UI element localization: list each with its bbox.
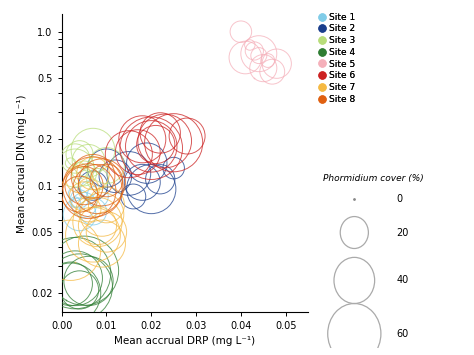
Point xyxy=(134,149,142,155)
Point xyxy=(143,160,151,166)
Point xyxy=(76,212,83,217)
Point xyxy=(111,174,119,179)
Point xyxy=(98,180,106,185)
Point xyxy=(255,51,263,56)
Legend: Site 1, Site 2, Site 3, Site 4, Site 5, Site 6, Site 7, Site 8: Site 1, Site 2, Site 3, Site 4, Site 5, … xyxy=(320,13,356,104)
Point xyxy=(76,284,83,290)
Point xyxy=(71,270,79,276)
Point xyxy=(237,29,245,34)
Point xyxy=(268,69,276,75)
Point xyxy=(138,180,146,185)
Point xyxy=(89,174,97,179)
Point xyxy=(71,165,79,171)
Point xyxy=(246,42,254,48)
Point xyxy=(138,136,146,142)
Point xyxy=(98,241,106,246)
Point xyxy=(273,61,281,66)
Text: Phormidium cover (%): Phormidium cover (%) xyxy=(323,174,424,183)
Point xyxy=(259,65,267,71)
Point xyxy=(125,171,133,176)
Point xyxy=(156,130,164,136)
Point xyxy=(98,212,106,217)
Point xyxy=(161,138,168,144)
Point xyxy=(71,156,79,162)
Point xyxy=(76,151,83,157)
Point xyxy=(76,191,83,197)
Point xyxy=(94,223,101,228)
Point xyxy=(251,48,258,54)
Point xyxy=(94,193,101,199)
Point xyxy=(170,165,177,171)
Point xyxy=(89,232,97,237)
Point xyxy=(76,287,83,293)
Point xyxy=(85,207,92,212)
Text: 40: 40 xyxy=(397,275,409,285)
Point xyxy=(80,193,88,199)
Point xyxy=(89,147,97,153)
Point xyxy=(242,55,249,60)
Point xyxy=(67,281,74,287)
Point xyxy=(85,278,92,284)
Point xyxy=(76,176,83,182)
Point xyxy=(67,160,74,166)
Point xyxy=(76,168,83,174)
Y-axis label: Mean accrual DIN (mg L⁻¹): Mean accrual DIN (mg L⁻¹) xyxy=(17,94,27,233)
Point xyxy=(152,142,160,147)
Point xyxy=(264,58,272,63)
Point xyxy=(103,229,110,235)
Point xyxy=(71,275,79,281)
Point xyxy=(71,200,79,205)
Point xyxy=(89,171,97,176)
Point xyxy=(183,133,191,139)
Text: 20: 20 xyxy=(397,228,409,237)
Point xyxy=(85,186,92,192)
X-axis label: Mean accrual DRP (mg L⁻¹): Mean accrual DRP (mg L⁻¹) xyxy=(114,335,255,346)
Point xyxy=(76,196,83,202)
Point xyxy=(89,208,97,214)
Point xyxy=(170,140,177,146)
Point xyxy=(125,151,133,157)
Point xyxy=(103,163,110,168)
Point xyxy=(80,183,88,189)
Point xyxy=(147,143,155,149)
Point xyxy=(89,183,97,189)
Point xyxy=(103,202,110,208)
Point xyxy=(147,146,155,151)
Point xyxy=(94,219,101,225)
Point xyxy=(89,184,97,190)
Point xyxy=(85,186,92,192)
Point xyxy=(67,290,74,296)
Point xyxy=(103,178,110,183)
Point xyxy=(129,193,137,199)
Text: 0: 0 xyxy=(397,194,403,204)
Point xyxy=(85,158,92,164)
Point xyxy=(94,186,101,192)
Point xyxy=(85,189,92,194)
Point xyxy=(80,171,88,176)
Text: 60: 60 xyxy=(397,329,409,339)
Point xyxy=(67,247,74,253)
Point xyxy=(156,176,164,182)
Point xyxy=(80,268,88,274)
Point xyxy=(94,176,101,182)
Point xyxy=(147,186,155,192)
Point xyxy=(80,202,88,208)
Point xyxy=(103,165,110,171)
Point xyxy=(71,191,79,197)
Point xyxy=(255,53,263,59)
